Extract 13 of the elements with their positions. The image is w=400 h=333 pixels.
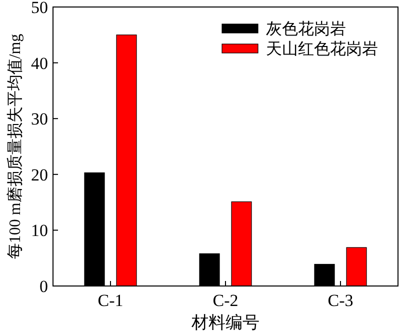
y-axis-title: 每100 m磨损质量损失平均值/mg	[6, 34, 24, 260]
x-tick-label: C-2	[212, 291, 238, 310]
y-tick-label: 50	[31, 0, 48, 17]
x-axis-title: 材料编号	[190, 313, 260, 332]
y-tick-label: 30	[31, 110, 48, 129]
y-tick-label: 20	[31, 165, 48, 184]
legend-label: 天山红色花岗岩	[266, 40, 378, 58]
x-tick-label: C-1	[98, 291, 124, 310]
y-tick-label: 0	[40, 277, 48, 296]
legend-label: 灰色花岗岩	[266, 20, 346, 38]
x-tick-label: C-3	[328, 291, 354, 310]
y-tick-label: 10	[31, 221, 48, 240]
y-tick-label: 40	[31, 54, 48, 73]
